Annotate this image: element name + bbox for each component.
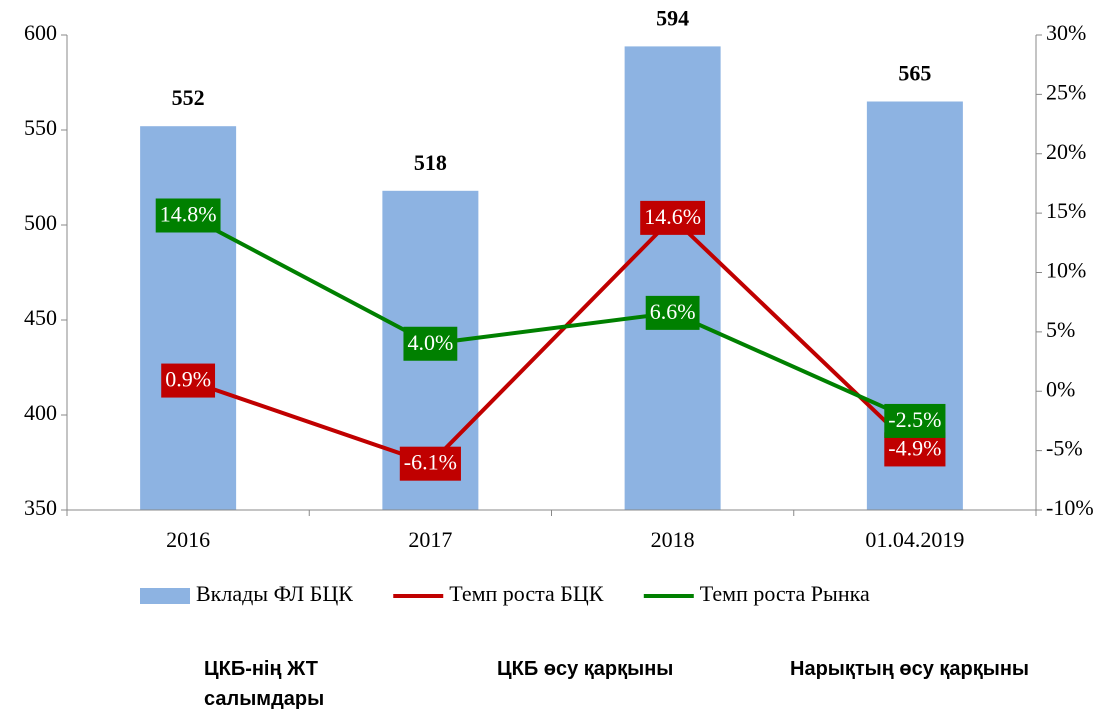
line-value-label: 14.8% [155,198,221,233]
line-value-label: -2.5% [884,403,946,438]
annotation: Нарықтың өсу қарқыны [790,658,1030,680]
line-value-label-text: 6.6% [650,299,696,324]
label-box [403,326,458,361]
y2-tick-label: 25% [1046,79,1086,104]
line [187,215,917,466]
bar [140,126,237,510]
label-box [161,363,216,398]
y2-tick-label: 15% [1046,198,1086,223]
line-value-label-text: -6.1% [404,450,457,475]
label-box [640,200,706,235]
y-tick-label: 400 [24,400,57,425]
y2-tick-label: 20% [1046,139,1086,164]
label-box [884,403,946,438]
line-value-label: -6.1% [399,446,461,481]
y2-tick-label: 10% [1046,258,1086,283]
bar-value-label: 552 [172,85,205,110]
y2-tick-label: 5% [1046,317,1075,342]
line-value-label: 0.9% [161,363,216,398]
y-tick-label: 350 [24,495,57,520]
y-tick-label: 600 [24,20,57,45]
label-box [155,198,221,233]
line-value-label-text: 4.0% [407,330,453,355]
page: 552 518 594 565 350 400 450 500 550 600 -10% -5% 0% 5… [24,5,1094,710]
bar-value-label: 518 [414,150,447,175]
y-tick-label: 550 [24,115,57,140]
label-box [399,446,461,481]
annotation: ЦКБ өсу қарқыны [497,658,674,680]
y2-tick-label: 0% [1046,376,1075,401]
y-tick-label: 450 [24,305,57,330]
bar [624,46,721,511]
y2-tick-label: -5% [1046,436,1083,461]
line-value-label-text: 14.8% [160,202,217,227]
label-box [884,432,946,467]
x-tick-label: 2017 [408,527,452,552]
bar-value-label: 594 [656,5,689,30]
line-value-label-text: 0.9% [165,367,211,392]
line [187,213,916,423]
legend-label: Вклады ФЛ БЦК [196,581,353,606]
bar-value-label: 565 [898,61,931,86]
line-value-label: 4.0% [403,326,458,361]
legend-label: Темп роста БЦК [449,581,604,606]
line-value-label: -4.9% [884,432,946,467]
legend-swatch [140,588,190,604]
chart: 552 518 594 565 350 400 450 500 550 600 -10% -5% 0% 5… [24,5,1094,606]
x-tick-label: 2016 [166,527,210,552]
line-value-label-text: 14.6% [644,204,701,229]
line-value-label-text: -4.9% [888,435,941,460]
line-value-label: 6.6% [645,295,700,330]
annotation: ЦКБ-нің ЖТ салымдары [204,658,325,710]
legend-label: Темп роста Рынка [700,581,870,606]
x-tick-label: 01.04.2019 [865,527,964,552]
y2-tick-label: 30% [1046,20,1086,45]
label-box [645,295,700,330]
y-tick-label: 500 [24,210,57,235]
x-tick-label: 2018 [651,527,695,552]
y2-tick-label: -10% [1046,495,1094,520]
line-value-label-text: -2.5% [888,407,941,432]
line-value-label: 14.6% [640,200,706,235]
